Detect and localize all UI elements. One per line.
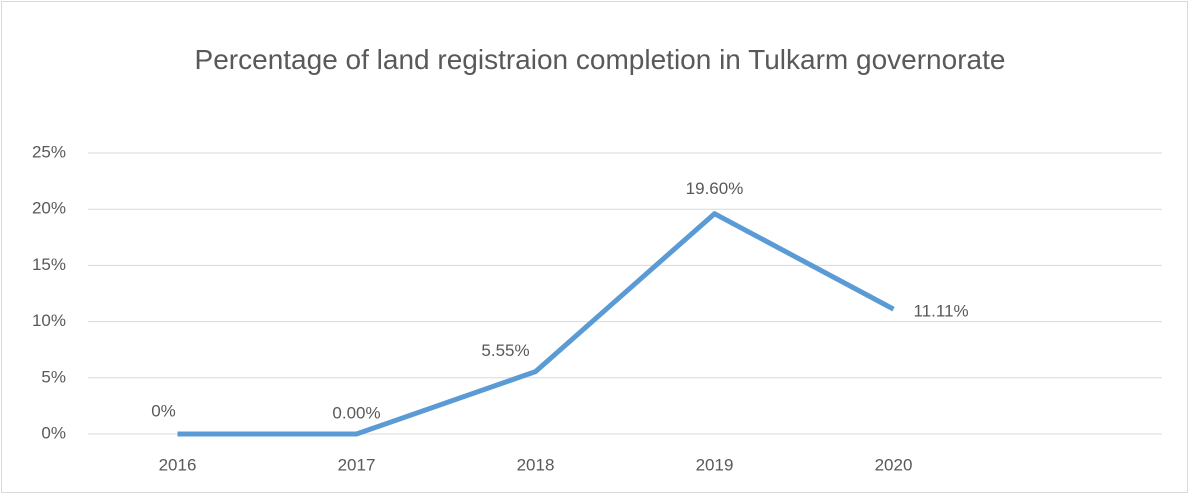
data-label: 19.60% [686,179,744,198]
data-label: 5.55% [481,341,529,360]
x-tick-label: 2016 [159,455,197,474]
x-tick-label: 2020 [875,455,913,474]
data-label: 11.11% [914,302,969,321]
y-tick-label: 25% [32,142,66,161]
x-tick-label: 2019 [696,455,734,474]
y-tick-label: 20% [32,199,66,218]
y-tick-label: 5% [41,367,66,386]
data-line [177,211,895,437]
y-tick-label: 10% [32,311,66,330]
data-label: 0.00% [332,403,380,422]
chart-title: Percentage of land registraion completio… [194,44,1006,75]
y-tick-label: 0% [41,423,66,442]
x-tick-label: 2018 [517,455,555,474]
y-tick-label: 15% [32,255,66,274]
data-label: 0% [151,401,176,420]
x-tick-label: 2017 [338,455,376,474]
